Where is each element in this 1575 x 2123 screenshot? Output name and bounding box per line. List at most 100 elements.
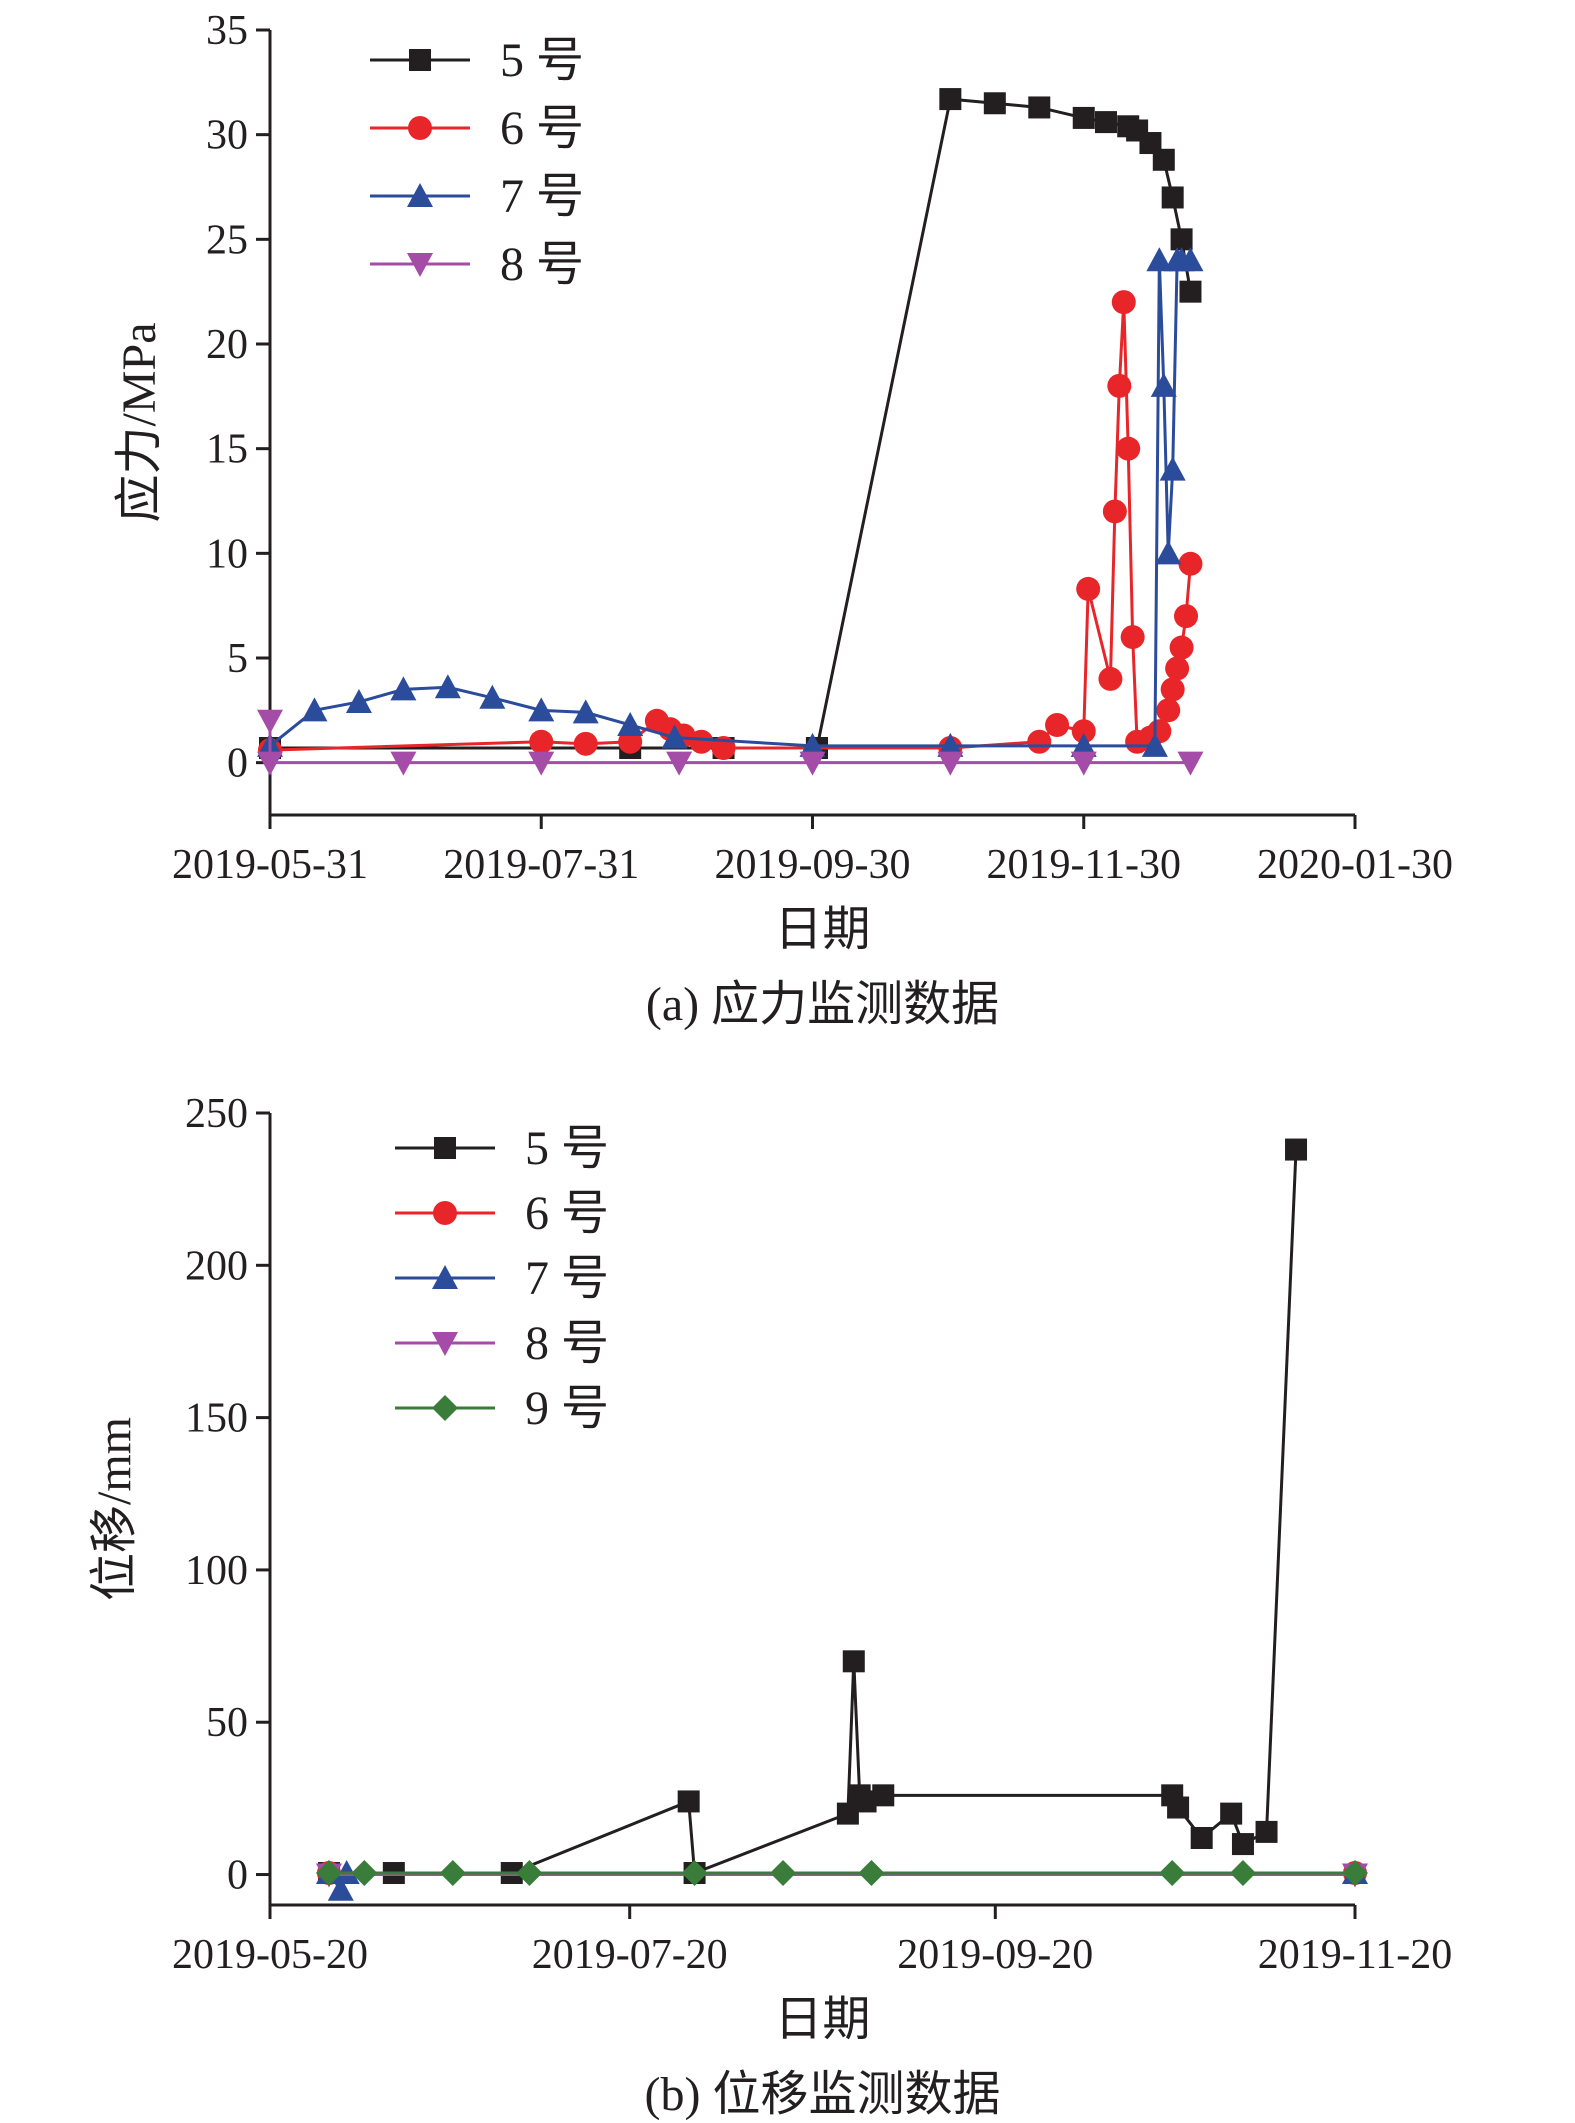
data-point — [1098, 666, 1123, 691]
data-point — [529, 729, 554, 754]
data-point — [983, 92, 1006, 115]
data-point — [939, 88, 962, 111]
data-point — [1160, 677, 1185, 702]
y-tick-label: 100 — [185, 1548, 248, 1594]
data-point — [528, 751, 555, 776]
data-point — [1107, 373, 1132, 398]
y-tick-label: 20 — [206, 322, 248, 368]
series-8 — [315, 1863, 1368, 1888]
data-point — [1155, 540, 1182, 565]
legend-label: 7 号 — [525, 1252, 609, 1305]
data-point — [1028, 96, 1051, 119]
data-point — [666, 751, 693, 776]
data-point — [315, 1860, 342, 1887]
data-point — [1177, 751, 1204, 776]
data-point — [1159, 456, 1186, 481]
data-point — [1027, 729, 1052, 754]
data-point — [1070, 732, 1097, 757]
legend-label: 5 号 — [500, 34, 584, 87]
y-tick-label: 200 — [185, 1243, 248, 1289]
figure-caption: (a) 应力监测数据 — [646, 978, 999, 1031]
legend-marker — [432, 1332, 458, 1356]
data-point — [854, 1790, 877, 1813]
y-tick-label: 10 — [206, 531, 248, 577]
data-point — [1146, 247, 1173, 272]
y-axis-label: 应力/MPa — [113, 322, 166, 522]
data-point — [872, 1784, 895, 1807]
data-point — [842, 1650, 865, 1673]
x-axis-label: 日期 — [774, 903, 870, 956]
data-point — [689, 729, 714, 754]
data-point — [937, 732, 964, 757]
data-point — [1342, 1860, 1368, 1887]
data-point — [327, 1876, 354, 1901]
data-point — [1094, 111, 1117, 134]
x-tick-label: 2019-05-20 — [172, 1932, 368, 1978]
legend-label: 6 号 — [525, 1187, 609, 1240]
data-point — [681, 1860, 708, 1887]
series-line — [269, 302, 1192, 752]
legend-label: 8 号 — [500, 238, 584, 291]
legend: 5 号 6 号 7 号 8 号 9 号 — [395, 1122, 609, 1435]
legend-marker — [409, 49, 431, 71]
y-tick-label: 5 — [227, 636, 248, 682]
legend-marker — [407, 183, 433, 207]
data-point — [770, 1860, 797, 1887]
data-point — [1177, 247, 1204, 272]
y-axis-label: 位移/mm — [88, 1417, 141, 1601]
legend-marker — [432, 1395, 458, 1421]
data-point — [1165, 656, 1190, 681]
data-point — [257, 709, 283, 734]
legend-marker — [407, 253, 433, 277]
data-point — [1120, 625, 1145, 650]
series-5 — [317, 1138, 1308, 1885]
data-point — [1161, 186, 1184, 209]
data-point — [1190, 1826, 1213, 1849]
data-point — [1076, 576, 1101, 601]
legend-marker — [408, 116, 432, 140]
data-point — [1072, 106, 1095, 129]
data-point — [677, 1790, 700, 1813]
data-point — [1071, 719, 1096, 744]
legend-label: 9 号 — [525, 1382, 609, 1435]
data-point — [257, 751, 283, 776]
y-tick-label: 50 — [206, 1700, 248, 1746]
data-point — [390, 751, 417, 776]
series-line — [269, 258, 1191, 748]
legend-marker — [432, 1265, 458, 1289]
data-point — [1231, 1833, 1254, 1856]
data-point — [573, 731, 598, 756]
series-5 — [259, 88, 1202, 760]
y-tick-label: 15 — [206, 427, 248, 473]
data-point — [1170, 228, 1193, 251]
figure-caption: (b) 位移监测数据 — [645, 2068, 1001, 2121]
data-point — [1116, 436, 1141, 461]
legend-label: 6 号 — [500, 102, 584, 155]
data-point — [1179, 280, 1202, 303]
series-7 — [315, 1860, 1368, 1901]
y-tick-label: 30 — [206, 113, 248, 159]
x-tick-label: 2019-07-31 — [443, 842, 639, 888]
data-point — [1159, 1860, 1186, 1887]
y-tick-label: 25 — [206, 217, 248, 263]
legend-label: 8 号 — [525, 1317, 609, 1370]
legend-marker — [433, 1201, 457, 1225]
legend: 5 号 6 号 7 号 8 号 — [370, 34, 584, 291]
data-point — [1220, 1802, 1243, 1825]
data-point — [345, 688, 372, 713]
data-point — [1152, 148, 1175, 171]
data-point — [390, 676, 417, 701]
data-point — [799, 751, 826, 776]
x-tick-label: 2020-01-30 — [1257, 842, 1453, 888]
data-point — [351, 1860, 378, 1887]
x-tick-label: 2019-05-31 — [172, 842, 368, 888]
data-point — [479, 684, 506, 709]
series-9 — [315, 1860, 1368, 1887]
data-point — [1156, 698, 1181, 723]
x-tick-label: 2019-09-30 — [715, 842, 911, 888]
data-point — [439, 1860, 466, 1887]
data-point — [937, 751, 964, 776]
x-tick-label: 2019-09-20 — [897, 1932, 1093, 1978]
series-7 — [257, 247, 1204, 757]
